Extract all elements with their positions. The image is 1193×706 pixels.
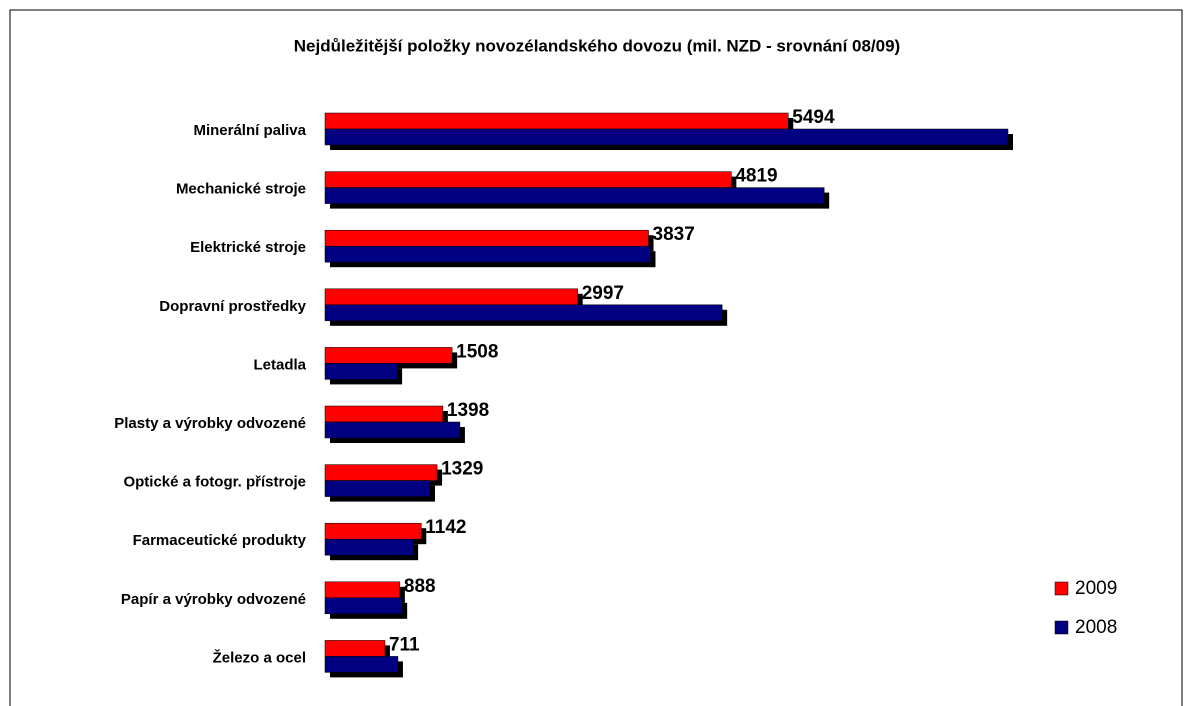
value-label: 3837 (653, 224, 695, 245)
bar (324, 656, 399, 673)
chart-title: Nejdůležitější položky novozélandského d… (294, 36, 900, 55)
bar (324, 112, 789, 130)
bar (324, 405, 444, 423)
value-label: 1398 (447, 400, 489, 421)
legend-label: 2008 (1075, 617, 1117, 638)
bar (324, 464, 438, 481)
bar (324, 480, 431, 497)
bar (324, 581, 401, 599)
category-label: Mechanické stroje (176, 181, 306, 198)
bar (324, 522, 422, 540)
bar (324, 245, 651, 263)
bar (324, 347, 453, 364)
bar (324, 597, 403, 615)
bar (324, 538, 414, 556)
bar (324, 128, 1009, 146)
value-label: 1329 (441, 459, 483, 480)
value-label: 2997 (582, 283, 624, 304)
bar (324, 187, 825, 204)
category-label: Elektrické stroje (190, 239, 306, 256)
legend-swatch (1054, 581, 1069, 596)
category-label: Papír a výrobky odvozené (121, 591, 306, 608)
value-label: 888 (404, 576, 436, 597)
value-label: 5494 (792, 107, 835, 128)
bar (324, 288, 578, 306)
category-label: Optické a fotogr. přístroje (123, 474, 306, 491)
bar (324, 363, 398, 380)
bar (324, 229, 649, 247)
legend-swatch (1054, 620, 1069, 635)
chart-frame (9, 9, 1183, 706)
value-label: 1508 (456, 341, 498, 362)
bar (324, 171, 732, 188)
category-label: Dopravní prostředky (159, 298, 306, 315)
category-label: Železo a ocel (213, 648, 306, 666)
category-label: Farmaceutické produkty (133, 532, 307, 549)
value-label: 1142 (425, 517, 466, 538)
category-label: Plasty a výrobky odvozené (114, 415, 306, 432)
bar (324, 640, 386, 657)
category-label: Minerální paliva (193, 122, 306, 139)
bar (324, 421, 461, 439)
value-label: 4819 (735, 166, 777, 187)
category-label: Letadla (253, 356, 306, 373)
value-label: 711 (389, 634, 420, 655)
bar (324, 304, 723, 322)
legend-label: 2009 (1075, 578, 1117, 599)
